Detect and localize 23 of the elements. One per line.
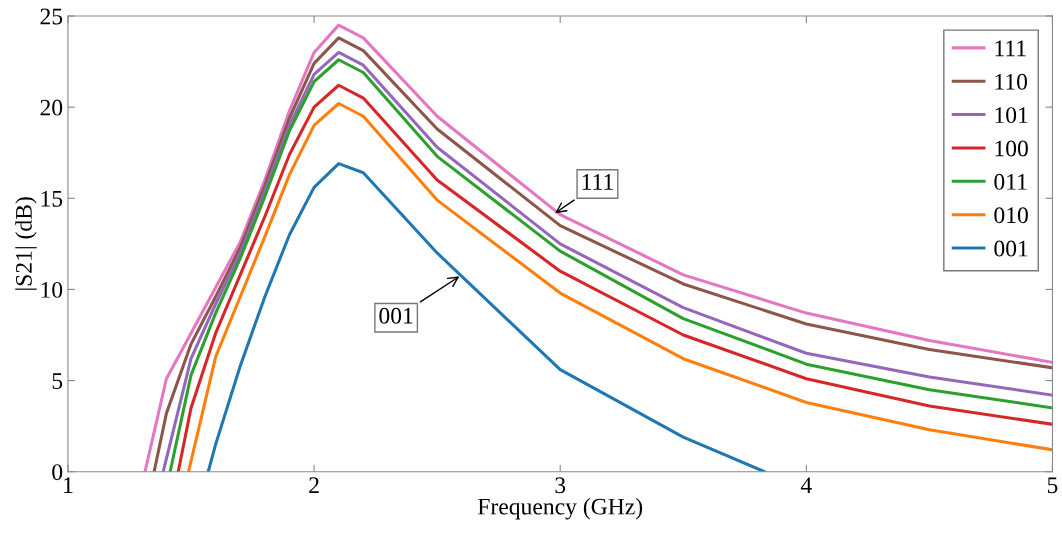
x-tick-label: 3 xyxy=(555,477,566,494)
annotation: 001 xyxy=(379,307,413,324)
legend-label: 001 xyxy=(994,240,1028,257)
line-series xyxy=(206,162,767,472)
legend-label: 111 xyxy=(995,40,1026,57)
y-tick-label: 15 xyxy=(41,190,63,207)
y-tick-label: 0 xyxy=(52,464,63,481)
annotation: 111 xyxy=(582,174,613,190)
x-tick-label: 4 xyxy=(800,477,812,493)
x-axis-title: Frequency (GHz) xyxy=(477,497,643,520)
legend-label: 011 xyxy=(994,173,1027,190)
y-tick-label: 10 xyxy=(41,281,63,298)
legend-label: 101 xyxy=(995,107,1028,124)
y-tick-label: 25 xyxy=(40,8,63,25)
y-tick-label: 5 xyxy=(52,373,63,389)
legend-label: 100 xyxy=(995,140,1028,157)
x-tick-label: 5 xyxy=(1047,477,1058,494)
y-tick-label: 20 xyxy=(40,99,63,116)
x-tick-label: 1 xyxy=(64,477,73,493)
legend-label: 110 xyxy=(995,73,1028,90)
y-axis-title: |S21| (dB) xyxy=(15,197,37,290)
x-tick-label: 2 xyxy=(309,477,319,493)
legend-label: 010 xyxy=(994,207,1028,224)
